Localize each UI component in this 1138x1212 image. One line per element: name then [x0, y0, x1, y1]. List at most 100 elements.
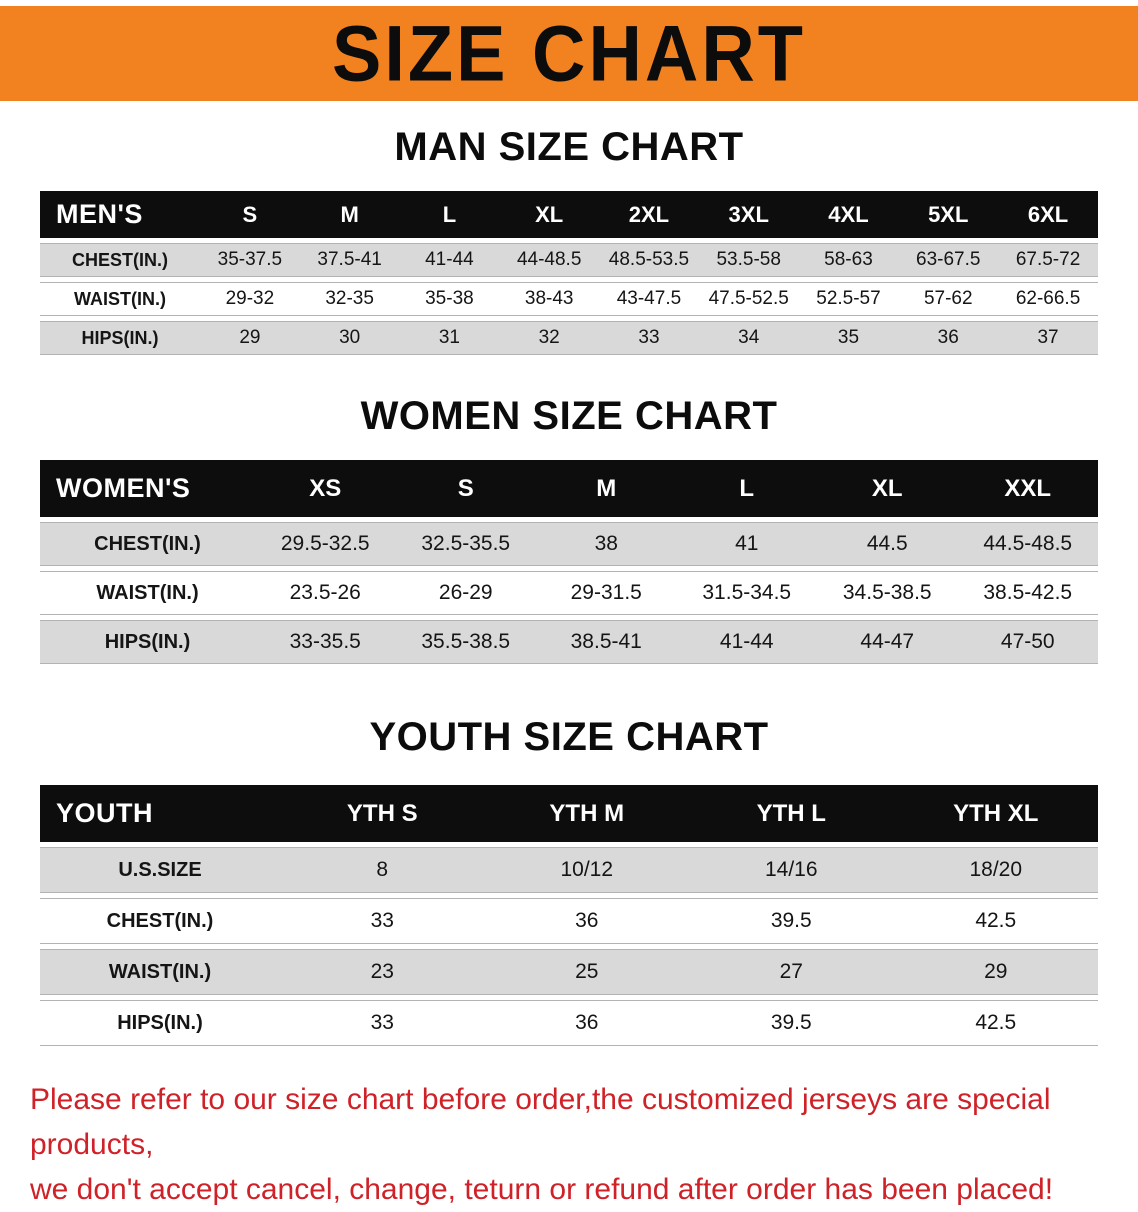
size-col-header: L [676, 460, 817, 517]
size-chart-banner: SIZE CHART [0, 6, 1138, 101]
size-value-cell: 38 [536, 522, 677, 566]
size-col-header: XL [817, 460, 958, 517]
row-label: HIPS(IN.) [40, 620, 255, 664]
size-value-cell: 36 [484, 1000, 689, 1046]
man-table-title: MEN'S [40, 191, 200, 238]
size-value-cell: 48.5-53.5 [599, 243, 699, 277]
size-value-cell: 29-32 [200, 282, 300, 316]
table-row-waist: WAIST(IN.) 23 25 27 29 [40, 949, 1098, 995]
row-label: HIPS(IN.) [40, 1000, 280, 1046]
row-label: CHEST(IN.) [40, 243, 200, 277]
size-value-cell: 10/12 [484, 847, 689, 893]
row-label: U.S.SIZE [40, 847, 280, 893]
youth-size-table: YOUTH YTH S YTH M YTH L YTH XL U.S.SIZE … [40, 780, 1098, 1051]
size-col-header: M [299, 191, 400, 238]
size-col-header: M [536, 460, 677, 517]
size-value-cell: 52.5-57 [798, 282, 899, 316]
size-col-header: 3XL [698, 191, 799, 238]
size-value-cell: 32 [499, 321, 600, 355]
youth-header-row: YOUTH YTH S YTH M YTH L YTH XL [40, 785, 1098, 842]
man-header-row: MEN'S S M L XL 2XL 3XL 4XL 5XL 6XL [40, 191, 1098, 238]
size-value-cell: 38.5-42.5 [957, 571, 1098, 615]
size-col-header: 4XL [798, 191, 899, 238]
table-row-chest: CHEST(IN.) 29.5-32.5 32.5-35.5 38 41 44.… [40, 522, 1098, 566]
row-label: WAIST(IN.) [40, 282, 200, 316]
size-col-header: 2XL [599, 191, 699, 238]
size-col-header: 6XL [998, 191, 1098, 238]
size-value-cell: 44.5-48.5 [957, 522, 1098, 566]
youth-size-section: YOUTH SIZE CHART YOUTH YTH S YTH M YTH L… [0, 715, 1138, 1051]
table-row-hips: HIPS(IN.) 33 36 39.5 42.5 [40, 1000, 1098, 1046]
size-value-cell: 43-47.5 [599, 282, 699, 316]
table-row-chest: CHEST(IN.) 35-37.5 37.5-41 41-44 44-48.5… [40, 243, 1098, 277]
size-value-cell: 18/20 [893, 847, 1098, 893]
table-row-hips: HIPS(IN.) 29 30 31 32 33 34 35 36 37 [40, 321, 1098, 355]
size-value-cell: 41-44 [399, 243, 500, 277]
size-value-cell: 36 [898, 321, 999, 355]
table-row-waist: WAIST(IN.) 29-32 32-35 35-38 38-43 43-47… [40, 282, 1098, 316]
size-value-cell: 47-50 [957, 620, 1098, 664]
size-value-cell: 31.5-34.5 [676, 571, 817, 615]
women-size-table: WOMEN'S XS S M L XL XXL CHEST(IN.) 29.5-… [40, 455, 1098, 669]
size-value-cell: 39.5 [689, 1000, 894, 1046]
size-value-cell: 38-43 [499, 282, 600, 316]
order-policy-notice: Please refer to our size chart before or… [30, 1077, 1108, 1212]
notice-line-2: we don't accept cancel, change, teturn o… [30, 1173, 1054, 1206]
size-value-cell: 44.5 [817, 522, 958, 566]
size-value-cell: 29 [893, 949, 1098, 995]
size-value-cell: 62-66.5 [998, 282, 1098, 316]
man-size-section: MAN SIZE CHART MEN'S S M L XL 2XL 3XL 4X… [0, 125, 1138, 360]
size-value-cell: 34 [698, 321, 799, 355]
size-value-cell: 14/16 [689, 847, 894, 893]
man-size-table: MEN'S S M L XL 2XL 3XL 4XL 5XL 6XL CHEST… [40, 186, 1098, 360]
size-value-cell: 63-67.5 [898, 243, 999, 277]
page-title: SIZE CHART [332, 9, 806, 98]
size-col-header: XL [499, 191, 600, 238]
size-value-cell: 35-38 [399, 282, 500, 316]
size-value-cell: 35 [798, 321, 899, 355]
size-value-cell: 58-63 [798, 243, 899, 277]
size-value-cell: 36 [484, 898, 689, 944]
size-col-header: XXL [957, 460, 1098, 517]
notice-line-1: Please refer to our size chart before or… [30, 1083, 1051, 1161]
row-label: CHEST(IN.) [40, 522, 255, 566]
table-row-us-size: U.S.SIZE 8 10/12 14/16 18/20 [40, 847, 1098, 893]
table-row-waist: WAIST(IN.) 23.5-26 26-29 29-31.5 31.5-34… [40, 571, 1098, 615]
size-value-cell: 42.5 [893, 898, 1098, 944]
size-value-cell: 57-62 [898, 282, 999, 316]
size-value-cell: 32.5-35.5 [395, 522, 536, 566]
size-value-cell: 23.5-26 [255, 571, 396, 615]
size-value-cell: 67.5-72 [998, 243, 1098, 277]
size-value-cell: 38.5-41 [536, 620, 677, 664]
size-value-cell: 31 [399, 321, 500, 355]
size-value-cell: 53.5-58 [698, 243, 799, 277]
size-value-cell: 29-31.5 [536, 571, 677, 615]
size-value-cell: 33 [599, 321, 699, 355]
women-size-section: WOMEN SIZE CHART WOMEN'S XS S M L XL XXL… [0, 394, 1138, 669]
man-section-heading: MAN SIZE CHART [394, 125, 744, 169]
table-row-hips: HIPS(IN.) 33-35.5 35.5-38.5 38.5-41 41-4… [40, 620, 1098, 664]
row-label: WAIST(IN.) [40, 949, 280, 995]
size-value-cell: 27 [689, 949, 894, 995]
size-value-cell: 42.5 [893, 1000, 1098, 1046]
size-value-cell: 35.5-38.5 [395, 620, 536, 664]
size-col-header: YTH M [484, 785, 689, 842]
size-col-header: S [200, 191, 300, 238]
size-value-cell: 33 [280, 1000, 485, 1046]
size-value-cell: 30 [299, 321, 400, 355]
size-col-header: YTH L [689, 785, 894, 842]
size-value-cell: 23 [280, 949, 485, 995]
size-value-cell: 35-37.5 [200, 243, 300, 277]
size-value-cell: 29 [200, 321, 300, 355]
row-label: WAIST(IN.) [40, 571, 255, 615]
size-value-cell: 44-48.5 [499, 243, 600, 277]
row-label: HIPS(IN.) [40, 321, 200, 355]
size-value-cell: 26-29 [395, 571, 536, 615]
youth-table-title: YOUTH [40, 785, 280, 842]
size-value-cell: 32-35 [299, 282, 400, 316]
size-value-cell: 33-35.5 [255, 620, 396, 664]
size-value-cell: 39.5 [689, 898, 894, 944]
size-col-header: S [395, 460, 536, 517]
size-value-cell: 8 [280, 847, 485, 893]
size-value-cell: 47.5-52.5 [698, 282, 799, 316]
